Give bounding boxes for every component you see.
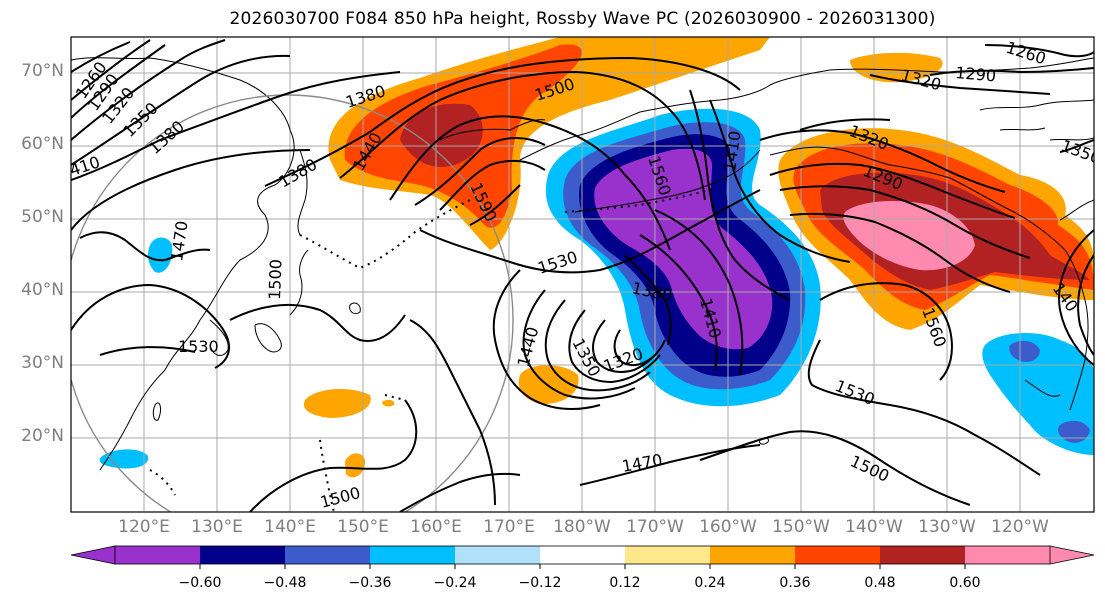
- colorbar-segment: [880, 546, 966, 564]
- lat-label-30n: 30°N: [21, 353, 64, 373]
- lon-label: 180°W: [553, 517, 611, 537]
- colorbar-tick-label: 0.48: [864, 575, 896, 591]
- colorbar-segment: [370, 546, 456, 564]
- contour-label: 1500: [265, 259, 285, 300]
- colorbar-segment: [795, 546, 881, 564]
- colorbar-min-extend: [70, 545, 116, 565]
- lon-label: 140°W: [845, 517, 903, 537]
- lon-label: 120°E: [118, 517, 170, 537]
- colorbar-tick-label: −0.24: [433, 575, 477, 591]
- colorbar-segment: [455, 546, 541, 564]
- lon-label: 160°W: [699, 517, 757, 537]
- lat-label-60n: 60°N: [21, 134, 64, 154]
- lon-label: 150°W: [772, 517, 830, 537]
- colorbar-frame: [114, 545, 1051, 565]
- colorbar-tick-label: −0.36: [348, 575, 392, 591]
- lon-label: 170°W: [626, 517, 684, 537]
- lon-label: 120°W: [991, 517, 1049, 537]
- colorbar-segment: [710, 546, 796, 564]
- lat-label-40n: 40°N: [21, 280, 64, 300]
- contour-label: 1290: [955, 63, 997, 85]
- reference-circle: [71, 94, 514, 512]
- colorbar-segment: [540, 546, 626, 564]
- colorbar-segment: [200, 546, 286, 564]
- colorbar-tick-label: 0.12: [609, 575, 641, 591]
- colorbar-max-extend: [1049, 545, 1095, 565]
- colorbar-tick-label: 0.60: [949, 575, 981, 591]
- contour-label: 1530: [178, 337, 219, 356]
- colorbar-tick-label: −0.48: [263, 575, 307, 591]
- lon-label: 130°W: [918, 517, 976, 537]
- positive-anomaly-nw-max: [400, 103, 483, 168]
- colorbar-segment: [115, 546, 201, 564]
- colorbar-segment: [625, 546, 711, 564]
- lon-label: 150°E: [337, 517, 389, 537]
- lat-label-70n: 70°N: [21, 61, 64, 81]
- lon-label: 170°E: [483, 517, 535, 537]
- lat-label-50n: 50°N: [21, 207, 64, 227]
- plot-frame: [70, 36, 1095, 513]
- colorbar-tick-label: 0.24: [694, 575, 726, 591]
- colorbar-tick-label: −0.60: [178, 575, 222, 591]
- island-chains: [149, 187, 716, 512]
- height-contours: [71, 39, 1094, 512]
- map-title: 2026030700 F084 850 hPa height, Rossby W…: [229, 9, 936, 29]
- colorbar-tick-label: 0.36: [779, 575, 811, 591]
- lon-label: 140°E: [264, 517, 316, 537]
- coastlines: [71, 57, 1094, 471]
- lon-label: 130°E: [191, 517, 243, 537]
- colorbar-tick-label: −0.12: [518, 575, 562, 591]
- lat-label-20n: 20°N: [21, 426, 64, 446]
- colorbar-segment: [285, 546, 371, 564]
- lon-label: 160°E: [410, 517, 462, 537]
- colorbar-segment: [965, 546, 1051, 564]
- contour-labels: 1260 1290 1320 1350 1380 410 1380 1440 1…: [71, 38, 1094, 512]
